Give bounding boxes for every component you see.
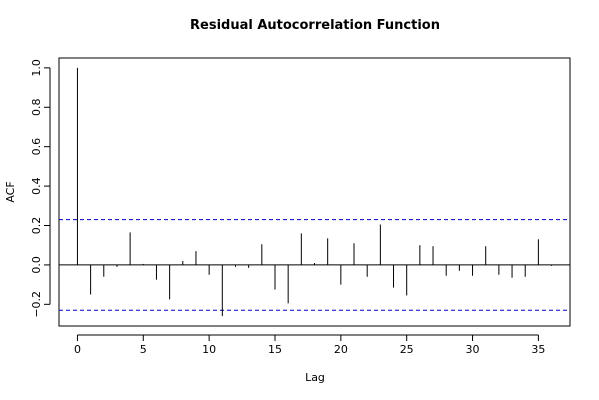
y-tick-label: 1.0	[30, 59, 43, 77]
x-tick-label: 0	[74, 343, 81, 356]
y-tick-label: 0.8	[30, 99, 43, 117]
x-axis-label: Lag	[305, 371, 325, 384]
x-tick-label: 30	[466, 343, 480, 356]
y-tick-label: 0.2	[30, 217, 43, 235]
x-tick-label: 5	[140, 343, 147, 356]
x-tick-label: 15	[268, 343, 282, 356]
x-tick-label: 35	[531, 343, 545, 356]
x-tick-label: 20	[334, 343, 348, 356]
y-tick-label: 0.4	[30, 177, 43, 195]
y-tick-label: 0.0	[30, 256, 43, 274]
y-tick-label: −0.2	[30, 291, 43, 318]
chart-title: Residual Autocorrelation Function	[190, 18, 440, 33]
chart-marks: 0 5 10 15 20 25 30 35 −0.2 0.0 0.2 0.4 0.6 0.8 1.0	[30, 59, 570, 356]
y-tick-label: 0.6	[30, 138, 43, 156]
x-tick-label: 10	[202, 343, 216, 356]
x-tick-label: 25	[400, 343, 414, 356]
y-axis-label: ACF	[4, 181, 17, 202]
plot-area-frame	[58, 57, 571, 327]
